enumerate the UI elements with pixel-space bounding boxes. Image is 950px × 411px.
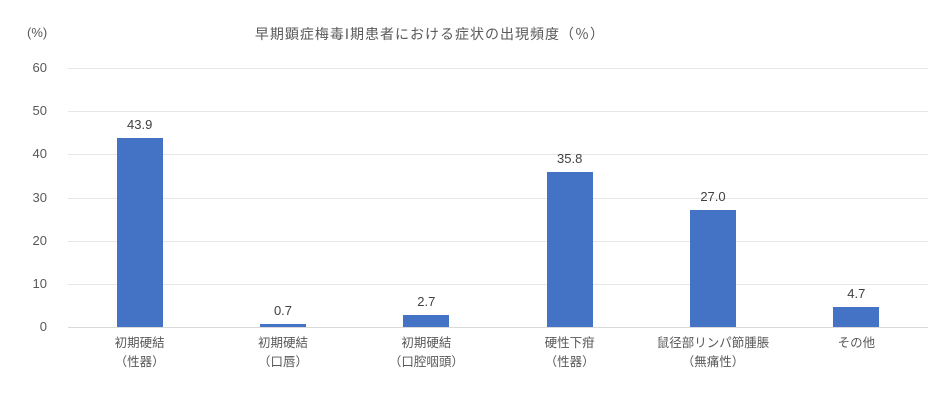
y-tick-label: 0: [39, 319, 47, 334]
bar-0: [116, 137, 163, 327]
category-label: 初期硬結 （性器）: [114, 336, 165, 369]
y-axis-unit-label: (%): [27, 25, 48, 40]
category-label: 初期硬結 （口腔咽頭）: [388, 336, 464, 369]
gridline: [68, 283, 928, 285]
y-tick-label: 50: [32, 103, 47, 119]
category-label: 硬性下疳 （性器）: [544, 336, 595, 369]
bar-value-label: 0.7: [273, 302, 293, 318]
bar-value-label: 43.9: [127, 116, 153, 132]
y-tick-label: 30: [32, 189, 47, 205]
bar-5: [833, 306, 880, 327]
y-tick-label: 20: [32, 232, 47, 248]
bar-2: [403, 315, 450, 327]
y-tick-label: 10: [32, 275, 47, 291]
gridline: [68, 154, 928, 156]
category-label: その他: [837, 336, 876, 350]
gridline: [68, 111, 928, 113]
gridline: [68, 197, 928, 199]
bar-4: [690, 210, 736, 327]
category-label: 鼠径部リンパ節腫脹 （無痛性）: [656, 336, 770, 369]
y-tick-label: 40: [32, 146, 47, 162]
y-tick-label: 60: [32, 60, 47, 75]
gridline: [68, 68, 928, 69]
bar-3: [546, 172, 593, 327]
chart-title: 早期顕症梅毒Ⅰ期患者における症状の出現頻度（％）: [254, 26, 606, 42]
bar-value-label: 4.7: [847, 285, 866, 301]
category-label: 初期硬結 （口唇）: [257, 336, 308, 369]
bar-value-label: 35.8: [557, 151, 583, 167]
bars-container: 43.9 0.7 2.7 35.8 27.0 4.7: [68, 68, 928, 327]
gridline: [68, 240, 928, 242]
bar-1: [260, 323, 306, 327]
bar-value-label: 27.0: [700, 189, 726, 205]
plot-area: 43.9 0.7 2.7 35.8 27.0 4.7: [68, 68, 928, 328]
bar-value-label: 2.7: [417, 294, 436, 310]
x-axis-line: [68, 327, 928, 328]
